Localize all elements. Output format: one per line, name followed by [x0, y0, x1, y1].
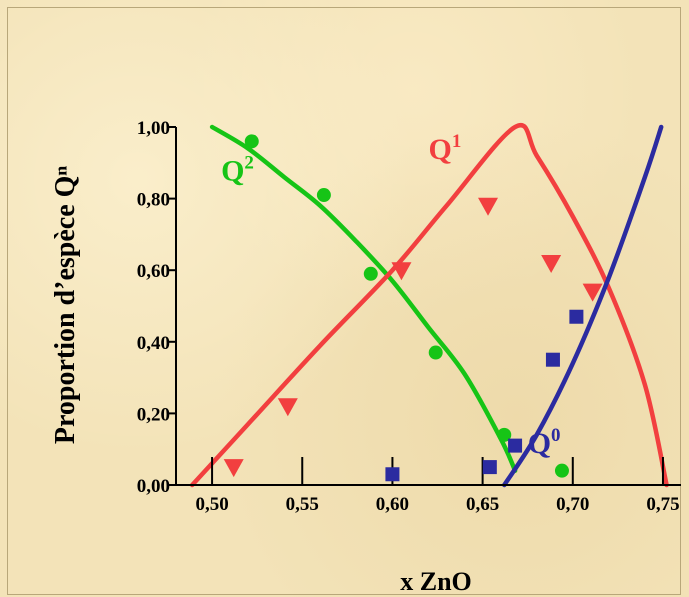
point-q1 [582, 283, 603, 302]
curve-q2 [209, 124, 518, 473]
y-tick-label: 0,00 [137, 476, 170, 497]
curve-q1 [189, 122, 669, 488]
x-tick-label: 0,55 [286, 494, 319, 515]
x-tick-label: 0,50 [195, 494, 228, 515]
point-q2 [497, 427, 512, 442]
series-label-q1: Q1 [429, 131, 462, 166]
fit-curves [189, 122, 669, 488]
curve-q0 [502, 124, 664, 488]
point-q0 [569, 309, 584, 324]
y-tick-label: 0,80 [137, 190, 170, 211]
x-tick-label: 0,65 [466, 494, 499, 515]
point-q2 [316, 188, 331, 203]
series-labels: Q2 Q1 Q0 [221, 131, 560, 460]
data-markers [223, 134, 603, 482]
point-q1 [277, 398, 298, 417]
slide-frame [7, 7, 681, 595]
y-tick-label: 1,00 [137, 118, 170, 139]
point-q0 [508, 438, 523, 453]
point-q0 [482, 460, 497, 475]
point-q0 [385, 467, 400, 482]
point-q1 [391, 262, 412, 281]
point-q0 [545, 352, 560, 367]
point-q1 [223, 459, 244, 478]
series-label-q0: Q0 [528, 425, 561, 460]
point-q2 [554, 463, 569, 478]
y-tick-label: 0,60 [137, 261, 170, 282]
point-q2 [363, 266, 378, 281]
y-tick-label: 0,40 [137, 333, 170, 354]
axes: 0,00 0,20 0,40 0,60 0,80 1,00 0,50 0,55 0,60 0,65… [137, 118, 681, 515]
x-axis-title: x ZnO [400, 567, 472, 596]
point-q2 [244, 134, 259, 149]
point-q2 [428, 345, 443, 360]
series-label-q2: Q2 [221, 153, 254, 188]
point-q1 [478, 197, 499, 216]
x-tick-label: 0,75 [646, 494, 679, 515]
x-tick-label: 0,70 [556, 494, 589, 515]
y-axis-title: Proportion d’espèce Qⁿ [50, 166, 81, 445]
y-tick-label: 0,20 [137, 404, 170, 425]
point-q1 [541, 255, 562, 274]
x-tick-label: 0,60 [376, 494, 409, 515]
